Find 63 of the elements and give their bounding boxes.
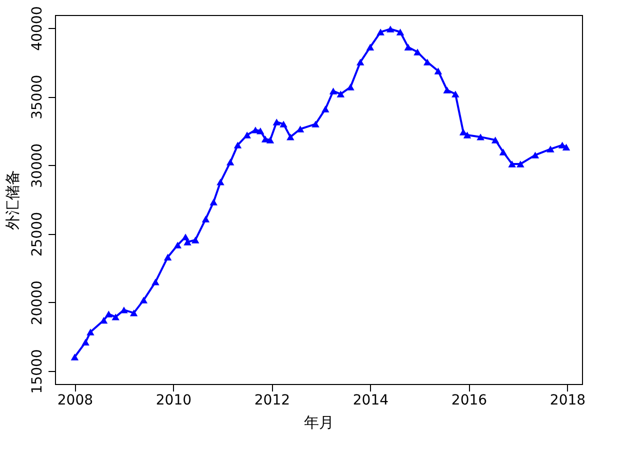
point: [346, 84, 354, 90]
point: [86, 328, 94, 336]
point: [130, 310, 138, 316]
y-tick-label: 40000: [30, 6, 46, 51]
point: [414, 48, 422, 56]
point: [443, 86, 451, 94]
x-tick-label: 2012: [254, 392, 290, 408]
point: [243, 132, 251, 138]
point: [499, 148, 508, 156]
point: [491, 136, 500, 144]
point: [82, 338, 90, 346]
point: [112, 314, 120, 320]
point: [272, 118, 281, 126]
point: [546, 146, 554, 152]
y-axis-title: 外汇储备: [4, 170, 22, 230]
point: [396, 28, 404, 36]
point: [476, 134, 484, 140]
point: [562, 144, 570, 150]
point: [191, 236, 200, 244]
point: [256, 128, 264, 134]
point: [182, 234, 190, 240]
point: [100, 316, 108, 324]
point: [376, 28, 384, 36]
point: [120, 306, 128, 314]
point: [452, 90, 460, 98]
point: [434, 68, 442, 74]
point: [404, 44, 412, 50]
point: [312, 120, 320, 128]
point: [463, 132, 472, 138]
point: [366, 44, 374, 50]
y-tick-label: 15000: [30, 349, 46, 394]
point: [280, 120, 288, 128]
y-tick-label: 35000: [30, 74, 46, 120]
x-tick-label: 2008: [57, 392, 94, 408]
point: [174, 242, 182, 248]
point: [356, 58, 364, 66]
point: [322, 106, 330, 112]
point: [216, 178, 224, 186]
point: [140, 296, 148, 304]
point: [104, 310, 113, 318]
y-tick-label: 25000: [30, 212, 46, 257]
point: [152, 278, 160, 286]
point: [386, 26, 394, 32]
x-axis-title: 年月: [304, 414, 334, 432]
point: [234, 142, 242, 148]
x-tick-label: 2014: [352, 392, 389, 408]
point: [516, 160, 524, 168]
point: [226, 158, 234, 166]
x-tick-label: 2018: [550, 392, 586, 408]
point: [266, 136, 274, 144]
point: [336, 90, 345, 98]
point: [210, 198, 218, 206]
point: [164, 254, 172, 260]
point: [286, 134, 294, 140]
y-tick-label: 30000: [30, 143, 46, 188]
x-tick-label: 2016: [451, 392, 488, 408]
y-tick-label: 20000: [30, 280, 46, 326]
point: [70, 354, 79, 360]
point: [202, 216, 210, 222]
point: [329, 88, 338, 94]
point: [531, 152, 540, 158]
point: [508, 160, 516, 168]
x-tick-label: 2010: [156, 392, 192, 408]
